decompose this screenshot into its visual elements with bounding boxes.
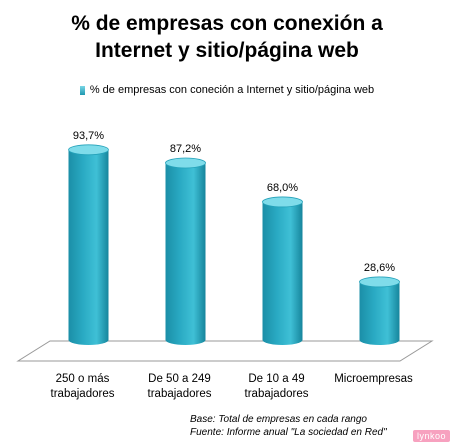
legend-label: % de empresas con coneción a Internet y … (89, 84, 375, 96)
bar-top (165, 157, 206, 169)
legend-swatch (79, 85, 85, 95)
data-label: 93,7% (73, 130, 104, 142)
category-label: trabajadores (245, 388, 309, 400)
category-label: Microempresas (334, 373, 413, 385)
brand-watermark: lynkoo (412, 430, 450, 442)
bar-top (262, 196, 303, 208)
bar (359, 281, 400, 345)
data-label: 68,0% (267, 182, 298, 194)
data-label: 87,2% (170, 143, 201, 155)
chart-floor (16, 340, 434, 362)
chart-title-line-1: % de empresas con conexión a (71, 12, 383, 35)
data-label: 28,6% (364, 262, 395, 274)
category-label: De 10 a 49 (248, 373, 304, 385)
category-label: De 50 a 249 (148, 373, 211, 385)
source-fuente: Fuente: Informe anual "La sociedad en Re… (190, 427, 387, 438)
chart-title: % de empresas con conexión a Internet y … (0, 10, 454, 64)
bar (68, 149, 109, 345)
category-label: trabajadores (148, 388, 212, 400)
chart-legend: % de empresas con coneción a Internet y … (0, 84, 454, 96)
bar (262, 201, 303, 345)
chart-source-note: Base: Total de empresas en cada rango Fu… (190, 413, 387, 439)
source-base: Base: Total de empresas en cada rango (190, 414, 367, 425)
bar-top (68, 144, 109, 156)
bar-top (359, 276, 400, 288)
category-label: trabajadores (51, 388, 115, 400)
chart-title-line-2: Internet y sitio/página web (95, 39, 359, 62)
category-label: 250 o más (56, 373, 110, 385)
bar (165, 162, 206, 345)
